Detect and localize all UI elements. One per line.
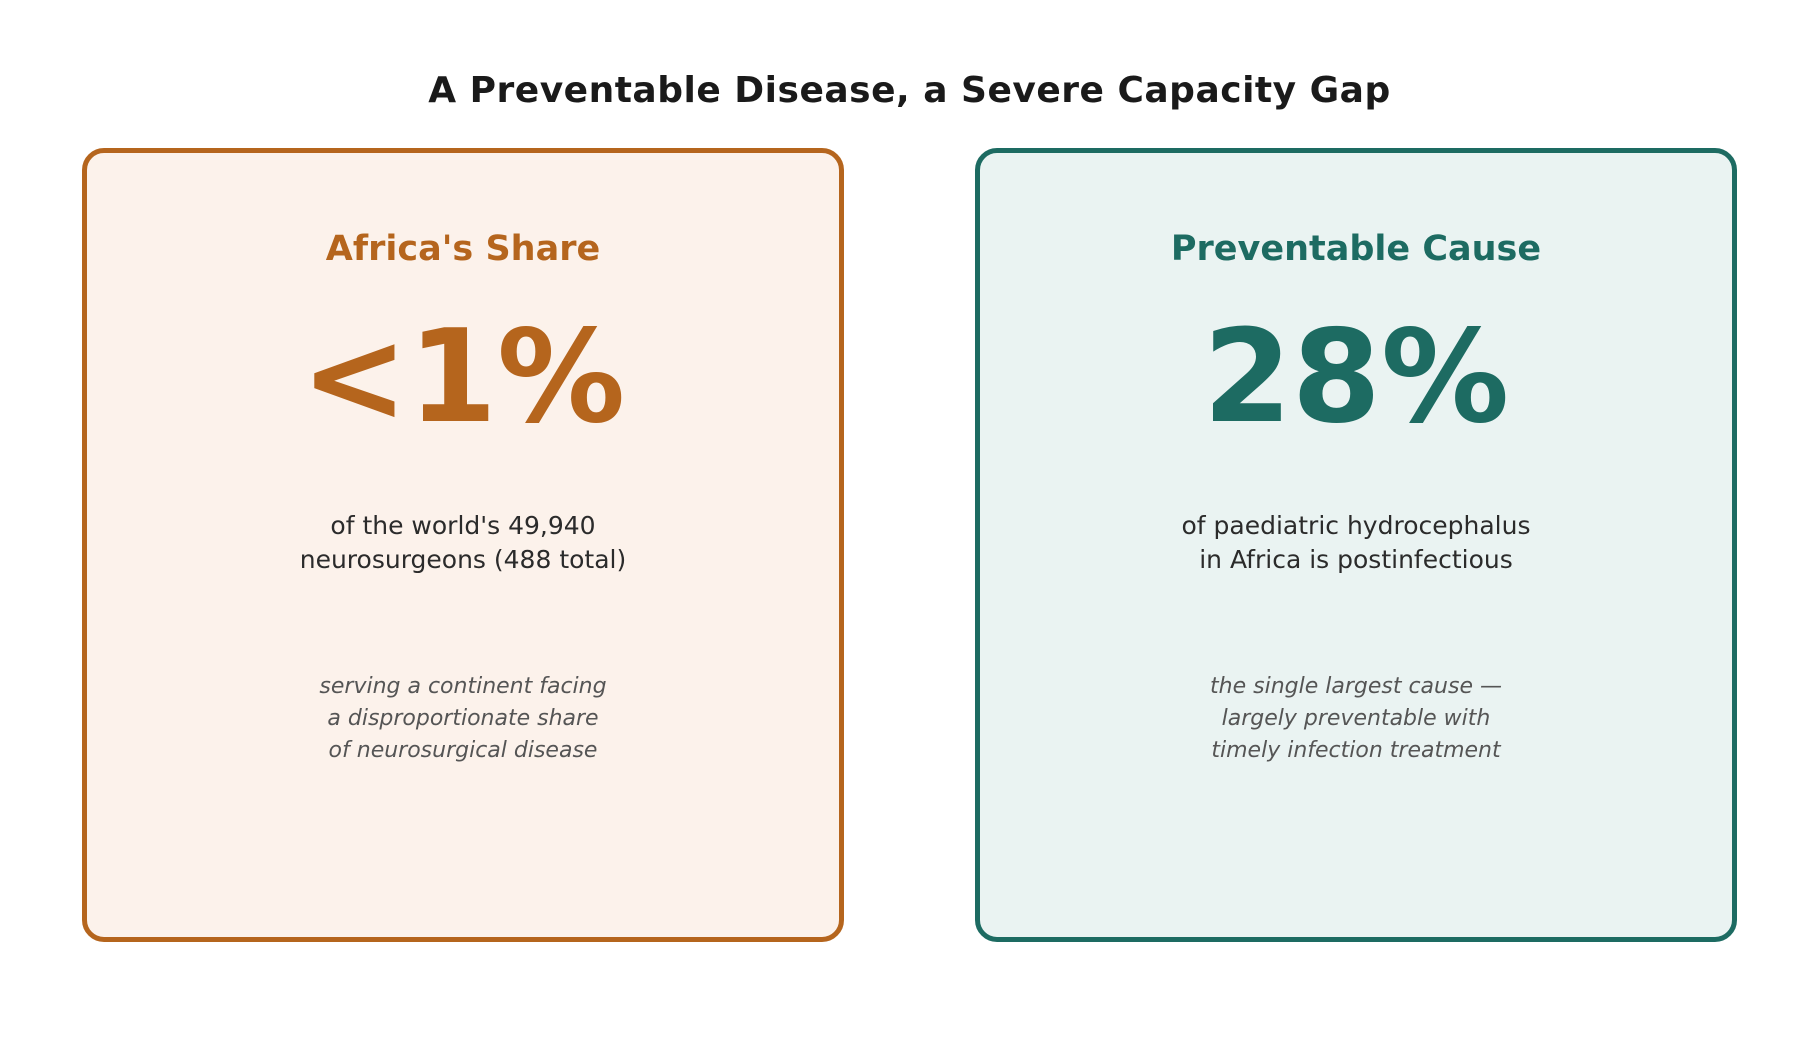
card-note-line: serving a continent facing <box>319 674 607 699</box>
card-description-line: of the world's 49,940 <box>330 511 596 540</box>
page-title: A Preventable Disease, a Severe Capacity… <box>428 70 1391 111</box>
africa-share-card: Africa's Share <1% of the world's 49,940… <box>82 148 844 942</box>
card-stat-value: 28% <box>1202 303 1510 452</box>
card-heading: Preventable Cause <box>1170 229 1542 269</box>
card-heading: Africa's Share <box>325 229 601 269</box>
card-description: of paediatric hydrocephalus in Africa is… <box>980 509 1732 577</box>
card-note-line: largely preventable with <box>1221 706 1491 731</box>
card-note-line: the single largest cause — <box>1210 674 1502 699</box>
card-description-line: of paediatric hydrocephalus <box>1181 511 1531 540</box>
card-description: of the world's 49,940 neurosurgeons (488… <box>87 509 839 577</box>
card-description-line: neurosurgeons (488 total) <box>299 545 627 574</box>
card-note-line: of neurosurgical disease <box>328 738 598 763</box>
card-stat-value: <1% <box>300 303 626 452</box>
card-note: serving a continent facing a disproporti… <box>87 671 839 767</box>
card-note-line: timely infection treatment <box>1211 738 1501 763</box>
card-note-line: a disproportionate share <box>327 706 599 731</box>
card-description-line: in Africa is postinfectious <box>1199 545 1513 574</box>
card-note: the single largest cause — largely preve… <box>980 671 1732 767</box>
preventable-cause-card: Preventable Cause 28% of paediatric hydr… <box>975 148 1737 942</box>
